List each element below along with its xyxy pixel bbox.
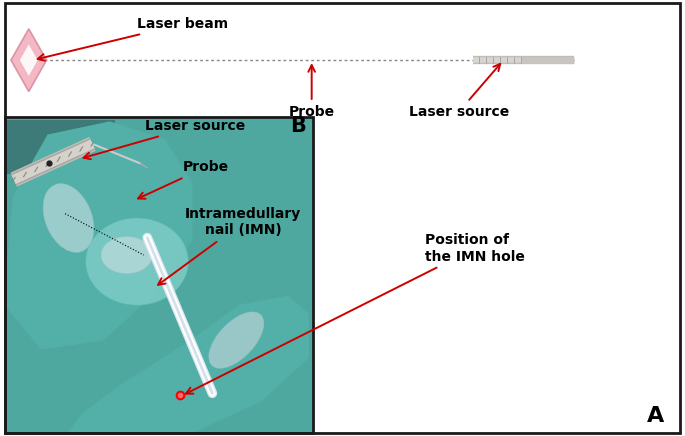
Polygon shape <box>20 44 38 76</box>
Text: B: B <box>290 116 306 136</box>
Ellipse shape <box>209 312 264 368</box>
Text: Probe: Probe <box>288 65 335 119</box>
Text: Laser source: Laser source <box>409 64 509 119</box>
Text: Intramedullary
nail (IMN): Intramedullary nail (IMN) <box>158 207 301 285</box>
Bar <box>5 117 313 433</box>
Ellipse shape <box>43 184 94 252</box>
Bar <box>5 120 115 174</box>
Ellipse shape <box>86 218 188 305</box>
Text: Probe: Probe <box>138 160 229 199</box>
Ellipse shape <box>101 236 152 274</box>
Text: Position of
the IMN hole: Position of the IMN hole <box>186 233 525 394</box>
Text: Laser source: Laser source <box>84 119 245 159</box>
Bar <box>5 117 313 433</box>
Text: Laser beam: Laser beam <box>38 17 228 61</box>
Polygon shape <box>5 122 192 349</box>
Text: A: A <box>647 406 664 426</box>
Polygon shape <box>68 296 308 433</box>
Polygon shape <box>11 29 47 92</box>
